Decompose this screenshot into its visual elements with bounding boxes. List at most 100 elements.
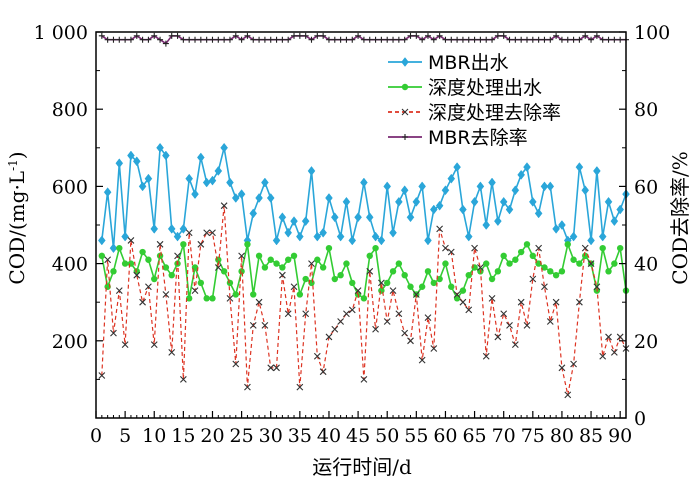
y-axis-left-label: COD/(mg·L-1)	[5, 151, 29, 284]
data-point-series-0	[435, 200, 444, 211]
data-point-series-3	[523, 36, 530, 43]
data-point-series-1	[331, 275, 338, 283]
data-point-series-2	[319, 368, 327, 376]
data-point-series-3	[296, 32, 303, 39]
data-point-series-1	[605, 268, 612, 275]
data-point-series-3	[110, 36, 117, 43]
data-point-series-0	[167, 223, 176, 234]
data-point-series-1	[541, 264, 548, 271]
data-point-series-0	[296, 231, 304, 242]
data-point-series-0	[325, 193, 333, 203]
data-point-series-3	[500, 32, 507, 39]
data-point-series-0	[220, 142, 228, 153]
data-point-series-2	[599, 352, 607, 360]
data-point-series-0	[121, 231, 129, 242]
data-point-series-2	[418, 356, 426, 364]
data-point-series-2	[145, 283, 152, 291]
data-point-series-0	[109, 243, 118, 254]
data-point-series-1	[296, 291, 304, 298]
data-point-series-2	[500, 310, 508, 318]
data-point-series-1	[564, 241, 571, 248]
data-point-series-1	[197, 279, 205, 287]
data-point-series-0	[488, 177, 496, 188]
data-point-series-1	[145, 256, 152, 263]
legend-marker-1	[401, 83, 409, 91]
data-point-series-0	[365, 212, 374, 223]
data-point-series-0	[138, 181, 147, 192]
data-point-series-0	[610, 216, 619, 227]
y-right-tick-label: 0	[634, 408, 646, 430]
x-tick-label: 35	[288, 425, 312, 447]
data-point-series-1	[616, 244, 624, 252]
data-point-series-0	[558, 220, 566, 230]
data-point-series-0	[523, 162, 531, 173]
data-point-series-2	[220, 202, 228, 210]
data-point-series-0	[249, 208, 258, 219]
axes-layer: 0 5 10 15 20 25 30 35 40 45 50 55 60 65 70 75 80 85 902004…	[34, 22, 671, 447]
data-point-series-2	[447, 248, 455, 256]
data-point-series-0	[202, 177, 211, 188]
data-point-series-0	[179, 223, 188, 234]
data-point-series-1	[552, 271, 560, 279]
x-tick-label: 65	[462, 425, 486, 447]
data-point-series-1	[151, 275, 158, 283]
data-point-series-0	[272, 235, 281, 246]
data-point-series-1	[483, 260, 490, 267]
data-point-series-3	[605, 36, 612, 43]
x-tick-label: 5	[119, 425, 131, 447]
data-point-series-0	[231, 193, 240, 203]
data-point-series-2	[150, 341, 158, 349]
data-point-series-3	[157, 36, 164, 43]
data-point-series-2	[570, 360, 577, 368]
data-point-series-3	[395, 36, 402, 43]
data-point-series-2	[587, 260, 595, 267]
data-point-series-0	[284, 227, 293, 238]
data-point-series-3	[529, 36, 536, 43]
data-point-series-1	[279, 264, 286, 271]
data-point-series-0	[127, 150, 135, 161]
data-point-series-1	[488, 275, 496, 283]
data-point-series-1	[116, 244, 123, 252]
data-point-series-0	[395, 196, 403, 207]
y-left-tick-label: 800	[52, 99, 88, 121]
data-point-series-3	[518, 36, 525, 43]
x-tick-label: 40	[317, 425, 341, 447]
data-point-series-2	[459, 298, 467, 306]
data-point-series-0	[569, 231, 578, 242]
data-point-series-1	[611, 260, 618, 267]
data-point-series-3	[390, 36, 397, 43]
data-point-series-1	[319, 264, 327, 271]
data-point-series-2	[546, 318, 554, 325]
data-point-series-1	[337, 271, 344, 279]
data-point-series-3	[244, 32, 251, 39]
data-point-series-3	[98, 32, 105, 39]
data-point-series-3	[401, 36, 408, 43]
data-point-series-2	[267, 364, 275, 372]
data-point-series-3	[558, 36, 565, 43]
data-point-series-2	[488, 294, 496, 302]
data-point-series-1	[220, 268, 228, 275]
data-point-series-3	[442, 36, 449, 43]
data-point-series-3	[139, 36, 146, 43]
data-point-series-0	[348, 235, 357, 246]
data-point-series-3	[506, 36, 513, 43]
data-point-series-0	[429, 204, 438, 215]
data-point-series-2	[477, 264, 484, 271]
data-point-series-0	[447, 173, 456, 184]
data-point-series-3	[122, 36, 129, 43]
data-point-series-0	[604, 196, 613, 207]
data-point-series-1	[168, 271, 175, 279]
legend-marker-0	[401, 57, 409, 67]
data-point-series-3	[494, 32, 501, 39]
data-point-series-3	[436, 32, 443, 39]
data-point-series-1	[424, 268, 432, 275]
x-tick-label: 70	[492, 425, 516, 447]
data-point-series-1	[442, 260, 449, 267]
data-point-series-1	[494, 268, 502, 275]
data-point-series-2	[191, 287, 199, 295]
data-point-series-2	[232, 360, 240, 368]
data-point-series-1	[384, 279, 391, 287]
data-point-series-1	[250, 291, 257, 298]
data-point-series-1	[506, 260, 513, 267]
data-point-series-0	[593, 166, 601, 176]
